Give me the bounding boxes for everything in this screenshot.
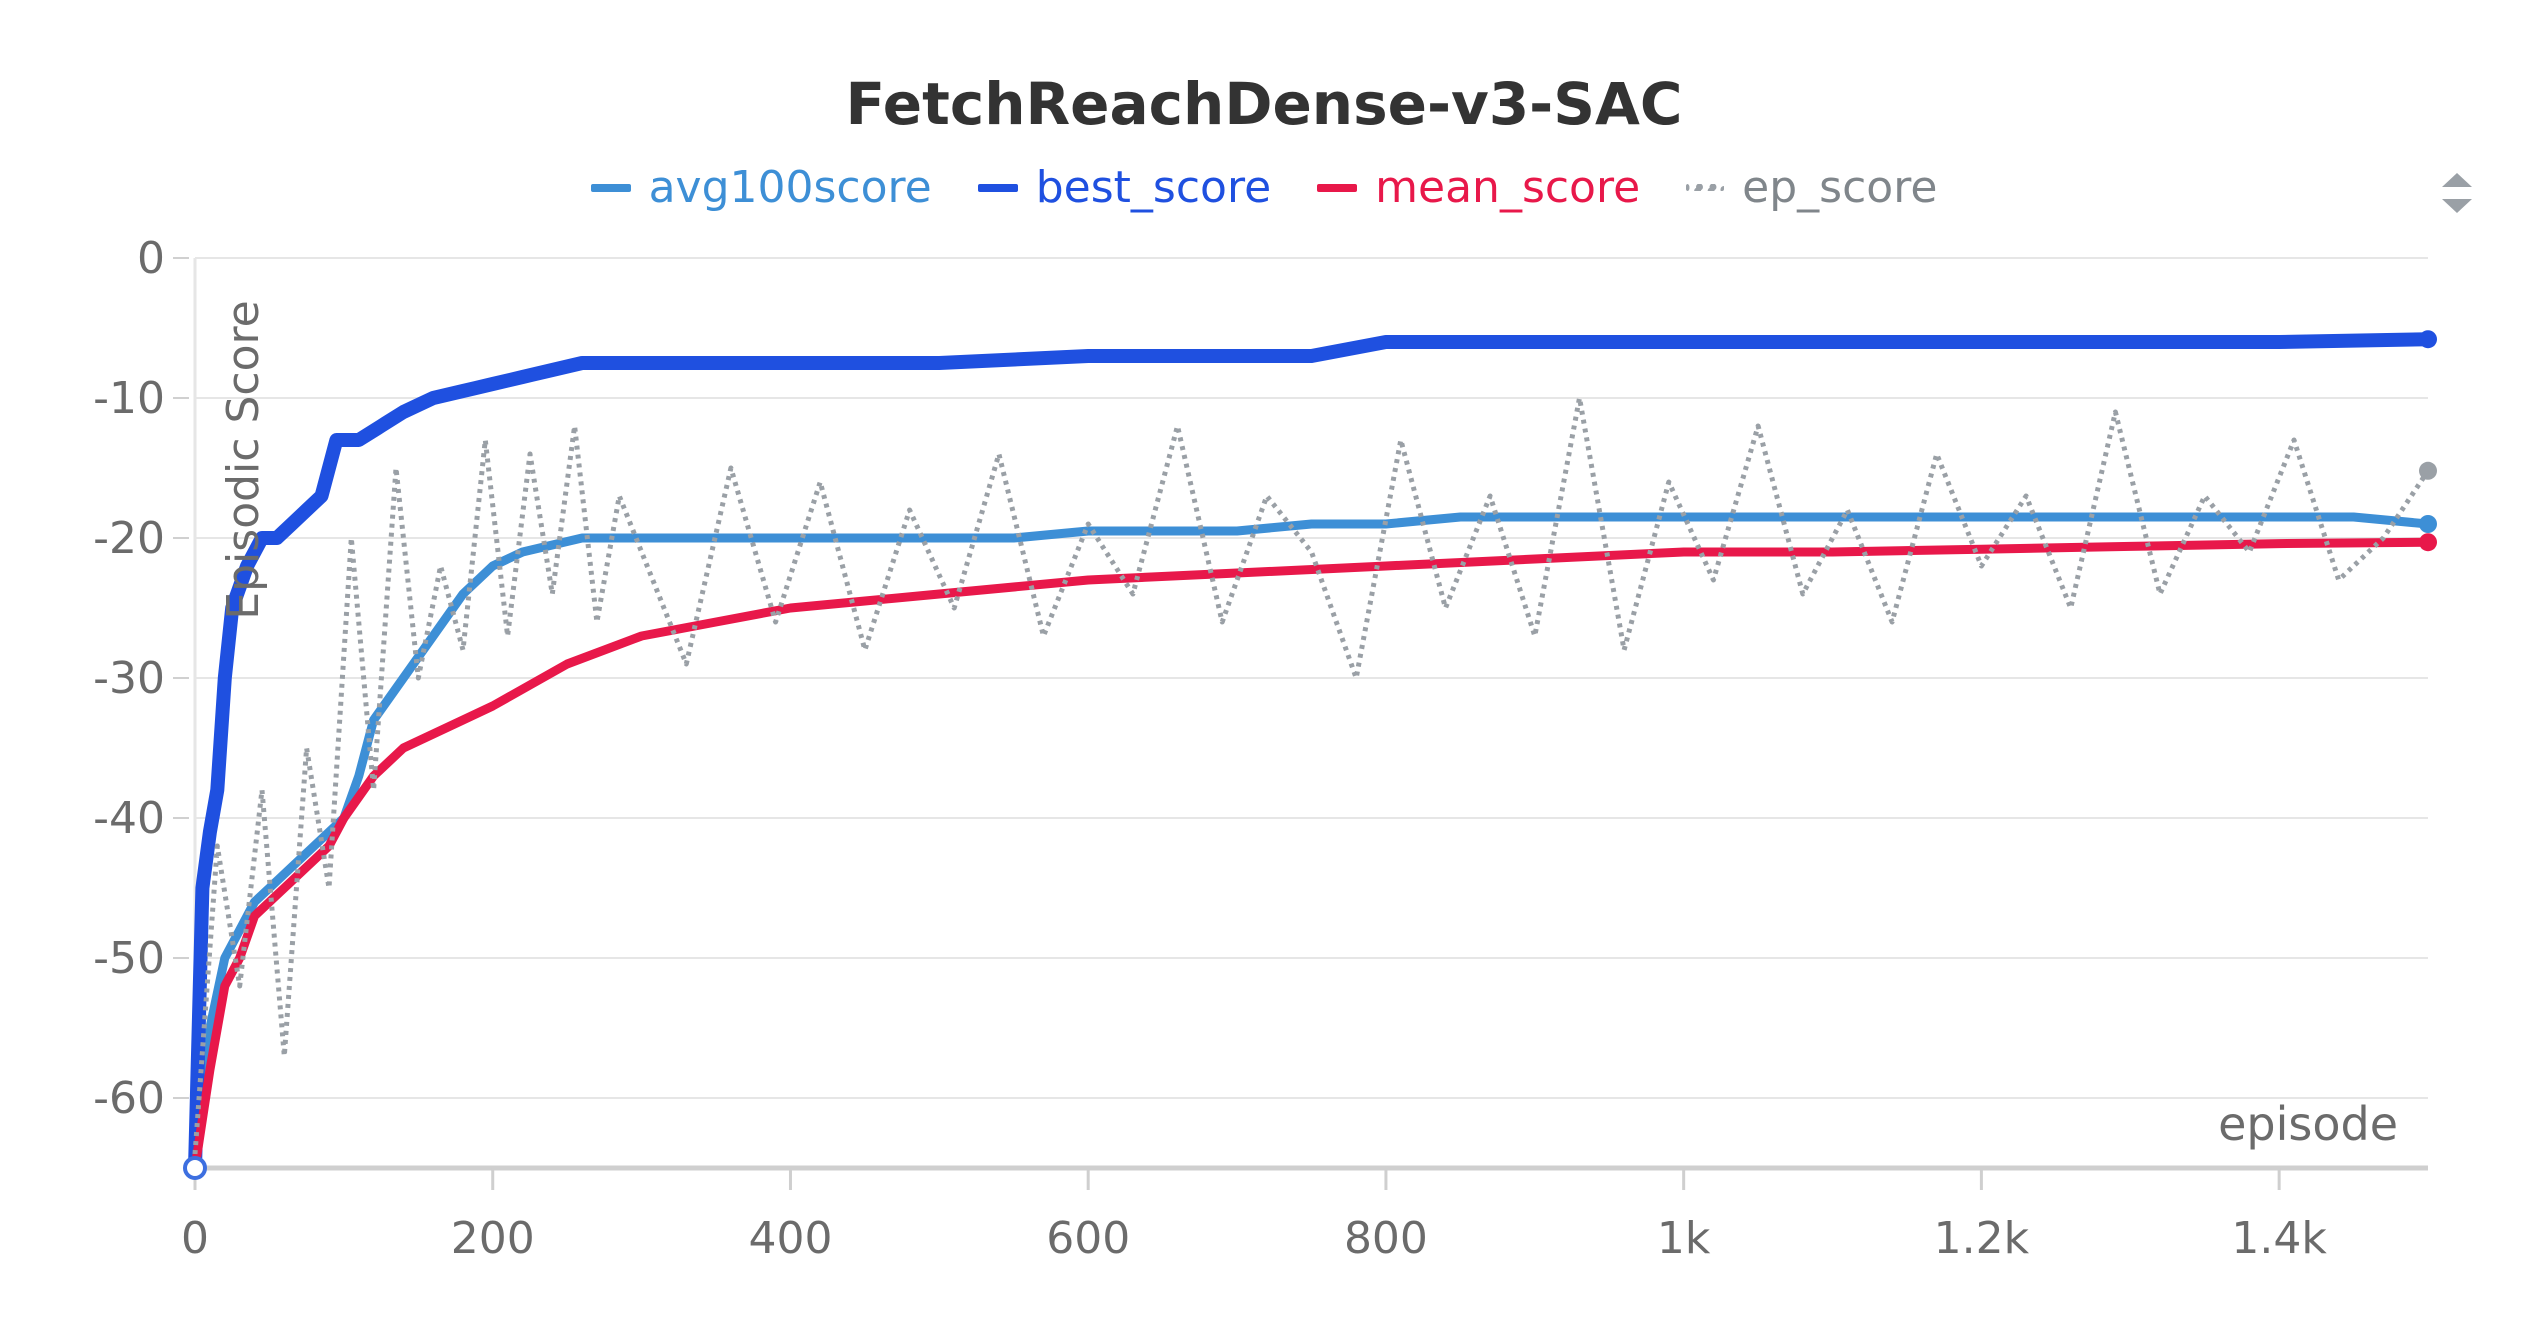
legend-swatch-avg100score [590,183,631,192]
series-endpoint-mean-score [2419,533,2437,552]
y-axis-title: Episodic Score [218,300,269,619]
series-endpoint-best-score [2419,330,2437,349]
legend-item-avg100score[interactable]: avg100score [590,162,932,213]
x-tick-label: 1k [1657,1213,1711,1264]
series-start-marker [183,1156,207,1180]
x-tick-label: 400 [748,1213,832,1264]
y-tick-label: -50 [93,933,165,984]
series-endpoint-avg100score [2419,515,2437,533]
series-line-avg100score [190,512,2433,1173]
legend-label-best-score: best_score [1035,162,1272,213]
legend: avg100score best_score mean_score ep_sco… [0,162,2528,213]
x-tick-label: 1.4k [2231,1213,2327,1264]
y-tick-label: 0 [137,233,165,284]
y-tick-label: -30 [93,653,165,704]
chart-title: FetchReachDense-v3-SAC [845,70,1683,138]
series-line-mean-score [190,537,2433,1173]
x-tick-label: 1.2k [1934,1213,2030,1264]
series-endpoint-ep-score [2419,461,2437,480]
legend-item-best-score[interactable]: best_score [977,162,1272,213]
series-line-ep-score [192,395,2431,1155]
legend-scroll-icon[interactable] [2432,165,2482,221]
y-tick-label: -40 [93,793,165,844]
legend-label-ep-score: ep_score [1742,162,1938,213]
x-tick-label: 0 [181,1213,209,1264]
legend-swatch-mean-score [1317,183,1358,192]
y-tick-label: -60 [93,1073,165,1124]
y-tick-label: -20 [93,513,165,564]
x-axis-title: episode [2218,1097,2398,1151]
series-line-best-score [188,332,2435,1175]
legend-label-avg100score: avg100score [648,162,932,213]
x-tick-label: 200 [451,1213,535,1264]
legend-swatch-best-score [977,183,1018,192]
x-tick-label: 800 [1344,1213,1428,1264]
y-tick-label: -10 [93,373,165,424]
legend-swatch-ep-score [1686,184,1725,191]
legend-label-mean-score: mean_score [1375,162,1641,213]
x-tick-label: 600 [1046,1213,1130,1264]
legend-item-ep-score[interactable]: ep_score [1686,162,1937,213]
legend-item-mean-score[interactable]: mean_score [1317,162,1640,213]
